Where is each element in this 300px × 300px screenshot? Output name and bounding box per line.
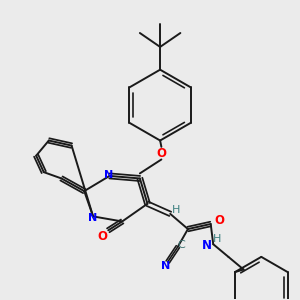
Text: C: C — [178, 241, 185, 250]
Text: O: O — [97, 230, 107, 243]
Text: H: H — [213, 234, 221, 244]
Text: H: H — [172, 205, 181, 215]
Text: O: O — [214, 214, 225, 227]
Text: N: N — [88, 213, 98, 223]
Text: N: N — [160, 261, 170, 271]
Text: N: N — [103, 170, 113, 180]
Text: N: N — [202, 239, 212, 252]
Text: O: O — [156, 147, 167, 160]
